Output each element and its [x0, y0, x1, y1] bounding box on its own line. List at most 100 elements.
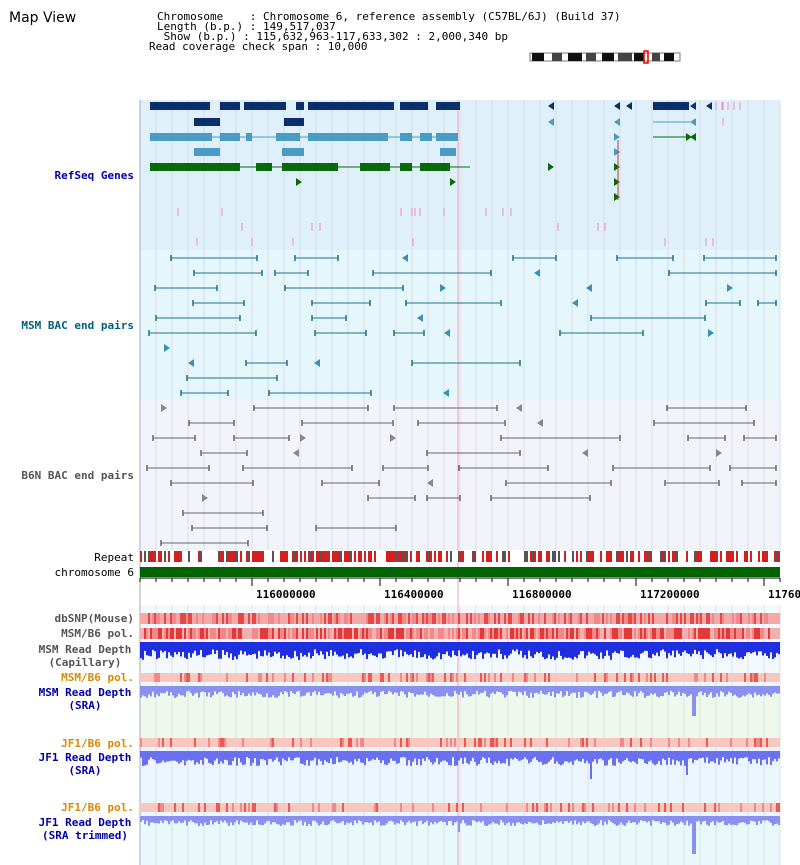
depth-bar	[280, 642, 282, 659]
depth-bar	[310, 751, 312, 761]
depth-bar	[348, 816, 350, 824]
depth-bar	[706, 751, 708, 758]
depth-bar	[722, 751, 724, 758]
depth-bar	[230, 816, 232, 823]
depth-bar	[352, 816, 354, 826]
depth-bar	[696, 751, 698, 761]
heat-cell	[270, 738, 272, 747]
repeat-element	[164, 551, 166, 562]
depth-bar	[328, 686, 330, 694]
depth-bar	[238, 686, 240, 692]
heat-cell	[512, 673, 514, 682]
depth-bar	[142, 751, 144, 766]
heat-cell	[366, 613, 368, 624]
heat-cell	[564, 628, 566, 639]
strand-arrow	[516, 404, 522, 412]
heat-cell	[414, 738, 416, 747]
heat-cell	[256, 628, 258, 639]
heat-cell	[698, 803, 700, 812]
depth-bar	[296, 686, 298, 692]
depth-bar	[630, 642, 632, 657]
heat-cell	[610, 673, 612, 682]
heat-cell	[542, 803, 544, 812]
heat-cell	[274, 628, 276, 639]
heat-cell	[494, 738, 496, 747]
depth-bar	[182, 686, 184, 696]
depth-bar	[724, 751, 726, 763]
heat-cell	[248, 613, 250, 624]
heat-cell	[564, 613, 566, 624]
heat-cell	[656, 628, 658, 639]
heat-cell	[298, 738, 300, 747]
heat-cell	[332, 628, 334, 639]
heat-cell	[350, 613, 352, 624]
repeat-element	[616, 551, 618, 562]
depth-bar	[592, 642, 594, 654]
depth-bar	[462, 686, 464, 698]
heat-cell	[322, 803, 324, 812]
depth-bar	[568, 751, 570, 763]
track-label-refseq-genes[interactable]: RefSeq Genes	[54, 169, 134, 182]
heat-cell	[280, 628, 282, 639]
depth-bar	[362, 751, 364, 763]
depth-bar	[532, 816, 534, 824]
depth-bar	[358, 686, 360, 698]
depth-bar	[636, 816, 638, 825]
depth-bar	[474, 686, 476, 695]
heat-cell	[236, 613, 238, 624]
heat-cell	[258, 803, 260, 812]
heat-cell	[232, 628, 234, 639]
ideogram-band	[552, 53, 562, 61]
depth-bar	[652, 642, 654, 654]
heat-cell	[498, 738, 500, 747]
heat-cell	[494, 803, 496, 812]
heat-cell	[430, 803, 432, 812]
heat-cell	[706, 613, 708, 624]
heat-cell	[472, 613, 474, 624]
depth-bar	[598, 642, 600, 659]
heat-cell	[258, 673, 260, 682]
heat-cell	[626, 738, 628, 747]
depth-bar	[608, 686, 610, 693]
depth-bar	[522, 751, 524, 760]
repeat-element	[418, 551, 420, 562]
depth-bar	[654, 816, 656, 822]
heat-cell	[246, 738, 248, 747]
depth-bar	[760, 686, 762, 697]
heat-cell	[736, 613, 738, 624]
depth-bar	[534, 751, 536, 758]
depth-bar	[192, 686, 194, 696]
heat-cell	[430, 673, 432, 682]
track-label-b6n-bac[interactable]: B6N BAC end pairs	[21, 469, 134, 482]
heat-cell	[214, 738, 216, 747]
depth-bar	[756, 751, 758, 764]
repeat-element	[462, 551, 464, 562]
heat-cell	[310, 628, 312, 639]
depth-bar	[766, 816, 768, 821]
depth-bar	[744, 816, 746, 823]
depth-bar	[722, 642, 724, 659]
depth-bar	[188, 642, 190, 653]
depth-bar	[496, 686, 498, 692]
heat-cell	[452, 613, 454, 624]
heat-cell	[238, 673, 240, 682]
depth-bar	[398, 642, 400, 658]
heat-cell	[216, 803, 218, 812]
depth-bar	[498, 816, 500, 825]
heat-cell	[654, 673, 656, 682]
depth-bar	[708, 751, 710, 764]
depth-bar	[180, 751, 182, 763]
depth-bar	[526, 642, 528, 659]
heat-cell	[382, 613, 384, 624]
depth-bar	[592, 751, 594, 762]
depth-bar	[266, 686, 268, 694]
depth-bar	[210, 751, 212, 764]
heat-cell	[506, 738, 508, 747]
heat-cell	[318, 613, 320, 624]
heat-cell	[744, 738, 746, 747]
track-label-msm-bac[interactable]: MSM BAC end pairs	[21, 319, 134, 332]
depth-bar	[338, 642, 340, 657]
heat-cell	[618, 613, 620, 624]
depth-bar	[508, 751, 510, 766]
